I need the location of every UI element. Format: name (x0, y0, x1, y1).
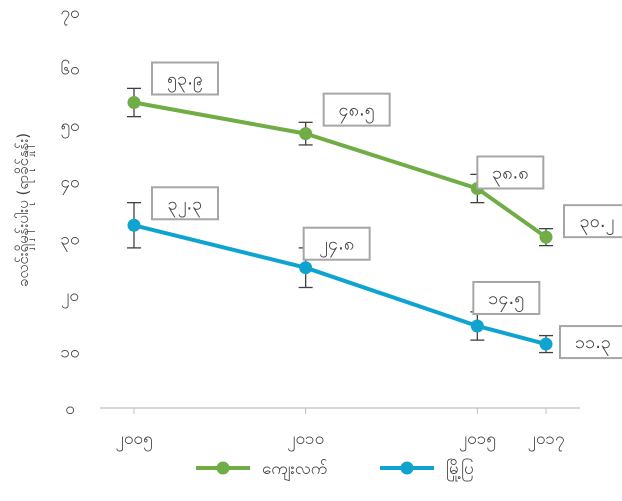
x-tick-label: ၂၀၁၀ (287, 429, 324, 452)
data-label-text: ၁၁.၃ (575, 332, 611, 356)
data-point (299, 261, 313, 275)
data-point (470, 319, 484, 333)
y-tick-label: ၂၀ (61, 286, 79, 309)
data-label-box (322, 92, 391, 127)
y-tick-label: ၄၀ (60, 173, 79, 196)
data-label-text: ၂၄.၈ (319, 234, 354, 258)
series-line (133, 223, 547, 347)
data-label-box (559, 325, 622, 360)
data-label: ၃၂.၃ (151, 186, 219, 221)
x-tick-label: ၂၀၁၇ (527, 429, 564, 452)
data-label-box (151, 61, 219, 96)
plot-area: ၅၃.၉၄၈.၅၃၈.၈၃၀.၂ ၃၂.၃၂၄.၈၁၄.၅၁၁.၃ (127, 61, 622, 360)
data-point (299, 127, 313, 141)
data-label: ၅၃.၉ (151, 61, 219, 96)
data-label: ၄၈.၅ (322, 92, 391, 127)
data-point (539, 230, 553, 244)
y-axis-title: ခလင်းရှိမှန်းပါးပု (ရာခိုင်နှုန်း) (14, 133, 35, 287)
legend: ကျေးလက် မြို့ပြ (196, 457, 474, 482)
legend-label: ကျေးလက် (262, 459, 327, 482)
data-label: ၃၈.၈ (476, 155, 545, 190)
data-label-text: ၁၄.၅ (488, 288, 524, 312)
data-point (127, 218, 141, 232)
data-label-box (476, 155, 545, 190)
x-tick-label: ၂၀၁၅ (459, 429, 496, 452)
data-label-text: ၅၃.၉ (167, 69, 203, 93)
data-label-text: ၃၂.၃ (168, 193, 203, 217)
data-label-box (151, 186, 219, 221)
y-tick-label: ၀ (65, 399, 75, 419)
y-tick-label: ၁၀ (60, 342, 79, 362)
legend-label: မြို့ပြ (446, 457, 474, 482)
data-point (127, 96, 141, 110)
x-tick-label: ၂၀၀၅ (115, 429, 152, 452)
data-label: ၁၄.၅ (472, 280, 541, 315)
data-label-box (472, 280, 541, 315)
data-label-text: ၄၈.၅ (339, 100, 375, 124)
data-label: ၂၄.၈ (302, 226, 371, 261)
data-label-box (302, 226, 371, 261)
data-label-text: ၃၈.၈ (492, 163, 528, 187)
y-tick-label: ၇၀ (60, 3, 79, 26)
y-tick-label: ၅၀ (60, 116, 79, 139)
data-point (539, 337, 553, 351)
legend-marker (216, 461, 230, 475)
data-label: ၁၁.၃ (559, 325, 622, 360)
data-label-text: ၃၀.၂ (580, 211, 615, 235)
legend-marker (400, 461, 414, 475)
y-tick-label: ၆၀ (60, 59, 79, 80)
data-label-box (563, 204, 622, 239)
legend-item: ကျေးလက် (196, 459, 327, 482)
series-line (133, 100, 548, 239)
data-label: ၃၀.၂ (563, 204, 622, 239)
y-tick-label: ၃၀ (60, 229, 79, 252)
legend-item: မြို့ပြ (380, 457, 474, 482)
